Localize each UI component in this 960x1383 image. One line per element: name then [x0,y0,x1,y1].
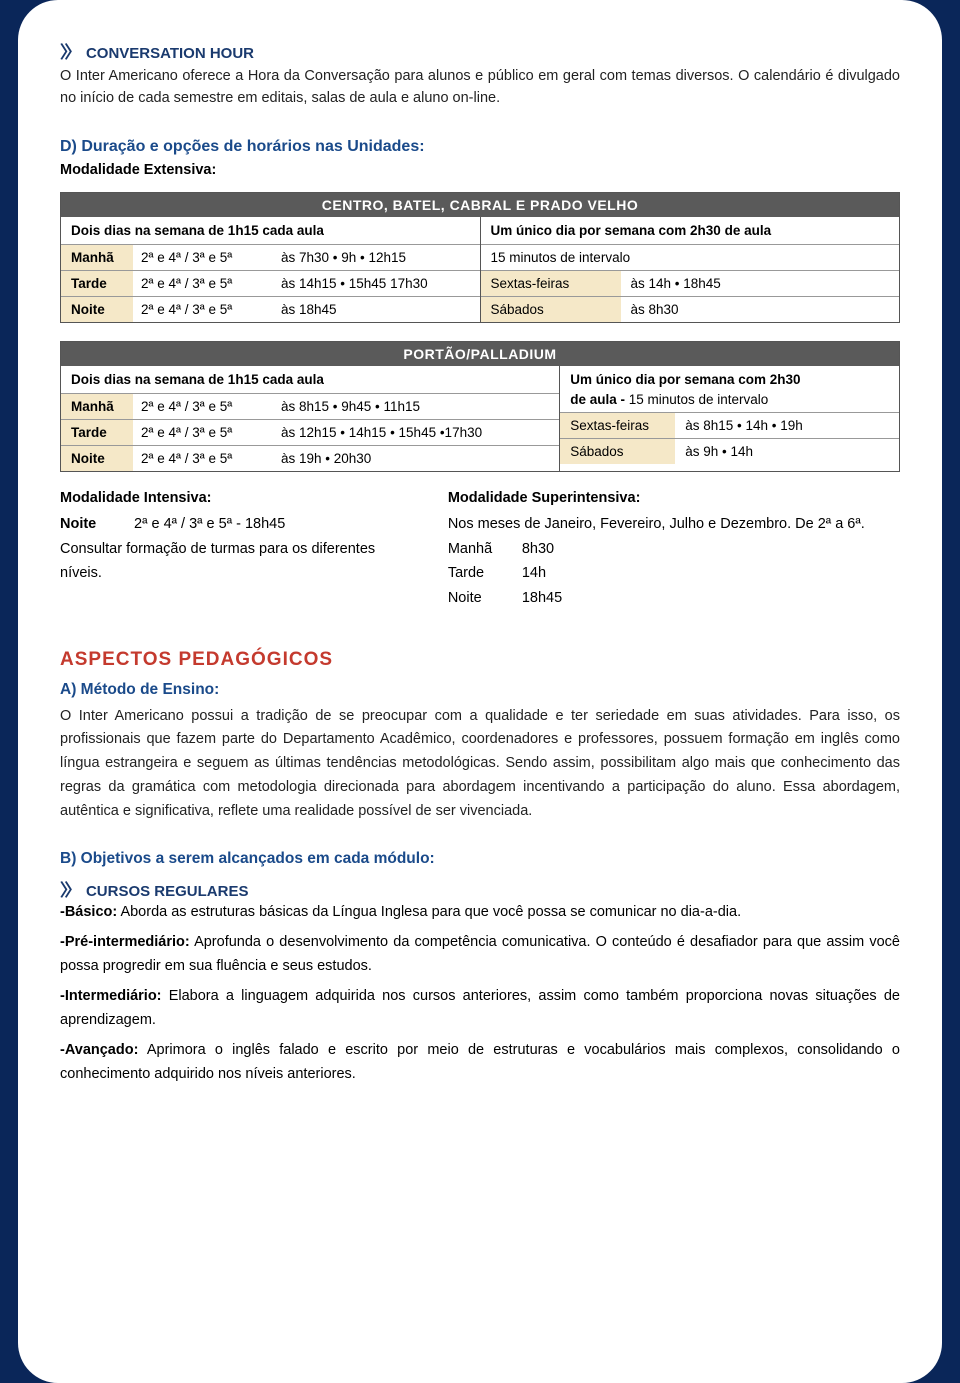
modalidades: Modalidade Intensiva: Noite 2ª e 4ª / 3ª… [60,490,900,611]
time: às 8h15 • 14h • 19h [675,413,899,438]
intensiva-title: Modalidade Intensiva: [60,490,408,506]
day-label: Sábados [560,439,675,464]
period-label: Manhã [61,245,133,270]
table2-right: Um único dia por semana com 2h30 de aula… [560,366,899,471]
period-label: Manhã [61,394,133,419]
days: 2ª e 4ª / 3ª e 5ª [133,420,273,445]
days: 2ª e 4ª / 3ª e 5ª [133,446,273,471]
time: 14h [522,565,546,581]
day-label: Sextas-feiras [481,271,621,296]
course-avancado: -Avançado: Aprimora o inglês falado e es… [60,1039,900,1087]
course-pre: -Pré-intermediário: Aprofunda o desenvol… [60,931,900,979]
metodo-text: O Inter Americano possui a tradição de s… [60,705,900,825]
table1-right: Um único dia por semana com 2h30 de aula… [481,217,900,322]
table1-left-title: Dois dias na semana de 1h15 cada aula [61,217,480,245]
intensiva-note: Consultar formação de turmas para os dif… [60,537,408,586]
intensiva-line: Noite 2ª e 4ª / 3ª e 5ª - 18h45 [60,512,408,537]
table-row: Manhã 2ª e 4ª / 3ª e 5ª às 8h15 • 9h45 •… [61,394,559,420]
table-row: Manhã 2ª e 4ª / 3ª e 5ª às 7h30 • 9h • 1… [61,245,480,271]
table-row: Tarde 2ª e 4ª / 3ª e 5ª às 12h15 • 14h15… [61,420,559,446]
table-row: Noite 2ª e 4ª / 3ª e 5ª às 19h • 20h30 [61,446,559,471]
table-row: Sextas-feiras às 14h • 18h45 [481,271,900,297]
course-basico: -Básico: Aborda as estruturas básicas da… [60,901,900,925]
table-row: Sextas-feiras às 8h15 • 14h • 19h [560,413,899,439]
table1-right-title: Um único dia por semana com 2h30 de aula [481,217,900,245]
label: Noite [448,586,518,611]
modalidade-super: Modalidade Superintensiva: Nos meses de … [448,490,900,611]
time: 8h30 [522,541,554,557]
course-inter: -Intermediário: Elabora a linguagem adqu… [60,985,900,1033]
times: às 12h15 • 14h15 • 15h45 •17h30 [273,420,559,445]
table2-header: PORTÃO/PALLADIUM [61,342,899,366]
interval-note: 15 minutos de intervalo [481,245,900,271]
days: 2ª e 4ª / 3ª e 5ª [133,245,273,270]
section-d-title: D) Duração e opções de horários nas Unid… [60,138,900,156]
super-title: Modalidade Superintensiva: [448,490,900,506]
period-label: Noite [61,446,133,471]
t2-rt-b: de aula - [570,392,629,407]
times: às 19h • 20h30 [273,446,559,471]
cursos-regulares: 〉〉 CURSOS REGULARES [60,876,900,901]
table2-left-title: Dois dias na semana de 1h15 cada aula [61,366,559,394]
course-desc: Elabora a linguagem adquirida nos cursos… [60,988,900,1028]
days: 2ª e 4ª / 3ª e 5ª [133,271,273,296]
super-row: Noite 18h45 [448,586,900,611]
super-row: Manhã 8h30 [448,537,900,562]
objetivos-title: B) Objetivos a serem alcançados em cada … [60,850,900,868]
period-label: Noite [61,297,133,322]
period-label: Tarde [61,271,133,296]
times: às 18h45 [273,297,480,322]
noite-label: Noite [60,512,130,537]
super-row: Tarde 14h [448,561,900,586]
days: 2ª e 4ª / 3ª e 5ª [133,394,273,419]
metodo-title: A) Método de Ensino: [60,681,900,699]
conv-title: CONVERSATION HOUR [86,45,254,62]
table-row: Tarde 2ª e 4ª / 3ª e 5ª às 14h15 • 15h45… [61,271,480,297]
conversation-hour-section: 〉〉 CONVERSATION HOUR O Inter Americano o… [60,38,900,110]
course-desc: Aprimora o inglês falado e escrito por m… [60,1042,900,1082]
aspectos-heading: ASPECTOS PEDAGÓGICOS [60,649,900,671]
label: Tarde [448,561,518,586]
times: às 8h15 • 9h45 • 11h15 [273,394,559,419]
days: 2ª e 4ª / 3ª e 5ª [133,297,273,322]
time: às 14h • 18h45 [621,271,900,296]
super-line1: Nos meses de Janeiro, Fevereiro, Julho e… [448,512,900,537]
table2-left: Dois dias na semana de 1h15 cada aula Ma… [61,366,560,471]
noite-val: 2ª e 4ª / 3ª e 5ª - 18h45 [134,516,285,532]
time: 18h45 [522,590,562,606]
table2-right-note: de aula - 15 minutos de intervalo [560,387,899,413]
table2-right-title: Um único dia por semana com 2h30 [560,366,899,387]
label: Manhã [448,537,518,562]
t2-rt-a: Um único dia por semana com 2h30 [570,372,800,387]
modalidade-intensiva: Modalidade Intensiva: Noite 2ª e 4ª / 3ª… [60,490,408,611]
course-name: -Intermediário: [60,988,162,1004]
course-desc: Aborda as estruturas básicas da Língua I… [117,904,741,920]
table-row: Sábados às 8h30 [481,297,900,322]
time: às 8h30 [621,297,900,322]
chevron-icon: 〉〉 [60,43,78,62]
cursos-title: CURSOS REGULARES [86,883,249,900]
conv-text: O Inter Americano oferece a Hora da Conv… [60,65,900,110]
period-label: Tarde [61,420,133,445]
course-name: -Avançado: [60,1042,138,1058]
day-label: Sábados [481,297,621,322]
time: às 9h • 14h [675,439,899,464]
chevron-icon: 〉〉 [60,881,78,900]
table1-header: CENTRO, BATEL, CABRAL E PRADO VELHO [61,193,899,217]
table1-left: Dois dias na semana de 1h15 cada aula Ma… [61,217,481,322]
table-centro: CENTRO, BATEL, CABRAL E PRADO VELHO Dois… [60,192,900,323]
course-name: -Básico: [60,904,117,920]
section-d-subtitle: Modalidade Extensiva: [60,162,900,178]
times: às 14h15 • 15h45 17h30 [273,271,480,296]
t2-rt-c: 15 minutos de intervalo [629,392,769,407]
table-portao: PORTÃO/PALLADIUM Dois dias na semana de … [60,341,900,472]
table-row: Noite 2ª e 4ª / 3ª e 5ª às 18h45 [61,297,480,322]
course-name: -Pré-intermediário: [60,934,190,950]
times: às 7h30 • 9h • 12h15 [273,245,480,270]
day-label: Sextas-feiras [560,413,675,438]
page-card: 〉〉 CONVERSATION HOUR O Inter Americano o… [18,0,942,1383]
table-row: Sábados às 9h • 14h [560,439,899,464]
